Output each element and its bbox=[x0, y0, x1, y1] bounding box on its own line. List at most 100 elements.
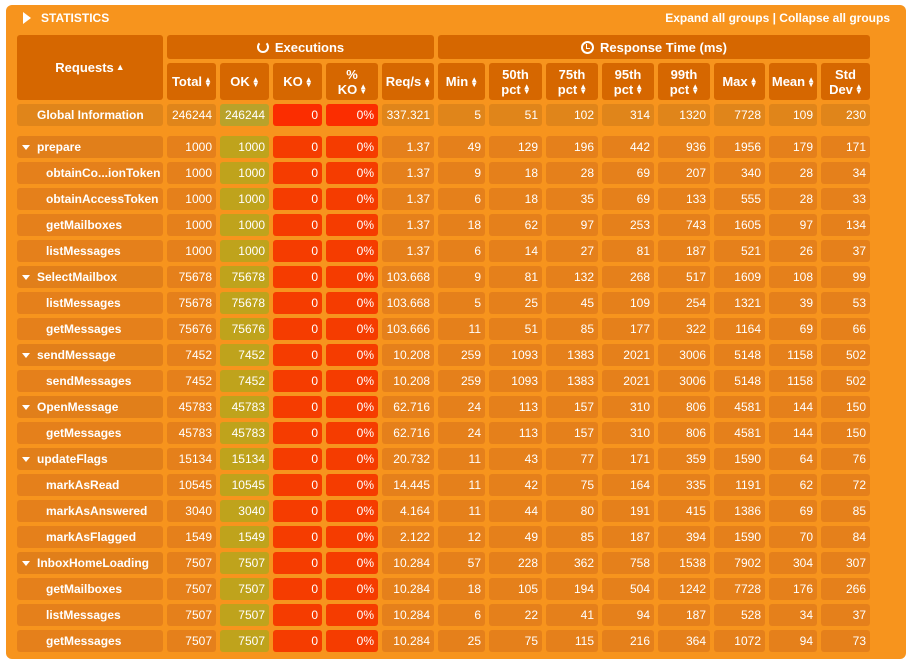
cell-p50: 51 bbox=[489, 104, 542, 126]
group-row[interactable]: InboxHomeLoading 7507 7507 0 0% 10.284 57 228 36… bbox=[17, 552, 870, 574]
caret-down-icon[interactable] bbox=[22, 352, 30, 358]
cell-max: 7728 bbox=[714, 104, 765, 126]
cell-ok: 15134 bbox=[220, 448, 269, 470]
caret-down-icon[interactable] bbox=[22, 456, 30, 462]
group-header-row: Requests ▲ Executions Response Time (ms) bbox=[17, 35, 870, 100]
cell-reqs: 1.37 bbox=[382, 240, 434, 262]
cell-std-dev: 53 bbox=[821, 292, 870, 314]
column-header-p95[interactable]: 95th pct ▲ ▼ bbox=[602, 63, 654, 100]
cell-reqs: 1.37 bbox=[382, 162, 434, 184]
cell-total: 1000 bbox=[167, 240, 216, 262]
cell-reqs: 1.37 bbox=[382, 214, 434, 236]
caret-down-icon[interactable] bbox=[22, 144, 30, 150]
column-header-min[interactable]: Min ▲ ▼ bbox=[438, 63, 485, 100]
caret-down-icon[interactable] bbox=[22, 274, 30, 280]
cell-max: 528 bbox=[714, 604, 765, 626]
caret-down-icon[interactable] bbox=[22, 560, 30, 566]
column-header-std-dev[interactable]: Std Dev ▲ ▼ bbox=[821, 63, 870, 100]
cell-min: 6 bbox=[438, 604, 485, 626]
cell-min: 6 bbox=[438, 240, 485, 262]
column-header-ko[interactable]: KO ▲ ▼ bbox=[273, 63, 322, 100]
cell-p99: 415 bbox=[658, 500, 710, 522]
column-header-p99[interactable]: 99th pct ▲ ▼ bbox=[658, 63, 710, 100]
cell-pct-ko: 0% bbox=[326, 104, 378, 126]
cell-ok: 7452 bbox=[220, 344, 269, 366]
cell-reqs: 10.284 bbox=[382, 578, 434, 600]
cell-min: 11 bbox=[438, 448, 485, 470]
cell-std-dev: 502 bbox=[821, 344, 870, 366]
statistics-title[interactable]: STATISTICS bbox=[41, 11, 110, 25]
cell-total: 1549 bbox=[167, 526, 216, 548]
cell-ko: 0 bbox=[273, 318, 322, 340]
cell-mean: 1158 bbox=[769, 344, 817, 366]
cell-p99: 517 bbox=[658, 266, 710, 288]
group-name[interactable]: sendMessage bbox=[17, 344, 163, 366]
cell-ko: 0 bbox=[273, 500, 322, 522]
row-label: prepare bbox=[37, 140, 82, 154]
column-header-p75[interactable]: 75th pct ▲ ▼ bbox=[546, 63, 598, 100]
cell-pct-ko: 0% bbox=[326, 604, 378, 626]
column-header-reqs[interactable]: Req/s ▲ ▼ bbox=[382, 63, 434, 100]
cell-ko: 0 bbox=[273, 136, 322, 158]
cell-p75: 28 bbox=[546, 162, 598, 184]
group-name[interactable]: SelectMailbox bbox=[17, 266, 163, 288]
links-separator: | bbox=[769, 11, 780, 25]
request-row: getMessages 45783 45783 0 0% 62.716 24 113 157 31… bbox=[17, 422, 870, 444]
request-name: listMessages bbox=[17, 604, 163, 626]
cell-p75: 75 bbox=[546, 474, 598, 496]
caret-down-icon[interactable] bbox=[22, 404, 30, 410]
caret-right-icon[interactable] bbox=[23, 12, 31, 24]
cell-ko: 0 bbox=[273, 214, 322, 236]
cell-reqs: 2.122 bbox=[382, 526, 434, 548]
cell-reqs: 10.284 bbox=[382, 630, 434, 652]
cell-total: 3040 bbox=[167, 500, 216, 522]
sort-icon: ▲ ▼ bbox=[522, 82, 531, 97]
collapse-all-groups-link[interactable]: Collapse all groups bbox=[779, 11, 890, 25]
cell-max: 1321 bbox=[714, 292, 765, 314]
cell-p50: 75 bbox=[489, 630, 542, 652]
request-name: markAsFlagged bbox=[17, 526, 163, 548]
cell-p95: 171 bbox=[602, 448, 654, 470]
cell-std-dev: 84 bbox=[821, 526, 870, 548]
cell-ko: 0 bbox=[273, 240, 322, 262]
cell-p50: 1093 bbox=[489, 344, 542, 366]
group-name[interactable]: OpenMessage bbox=[17, 396, 163, 418]
column-header-max[interactable]: Max ▲ ▼ bbox=[714, 63, 765, 100]
column-header-mean[interactable]: Mean ▲ ▼ bbox=[769, 63, 817, 100]
cell-mean: 109 bbox=[769, 104, 817, 126]
group-toggle-links: Expand all groups | Collapse all groups bbox=[665, 11, 890, 25]
cell-total: 1000 bbox=[167, 162, 216, 184]
request-row: sendMessages 7452 7452 0 0% 10.208 259 1093 1383… bbox=[17, 370, 870, 392]
cell-p75: 41 bbox=[546, 604, 598, 626]
column-label-p95-2: pct bbox=[613, 81, 634, 97]
column-label-max: Max bbox=[722, 74, 748, 89]
group-name[interactable]: prepare bbox=[17, 136, 163, 158]
group-row[interactable]: updateFlags 15134 15134 0 0% 20.732 11 43 77 171 3… bbox=[17, 448, 870, 470]
cell-p50: 44 bbox=[489, 500, 542, 522]
cell-ko: 0 bbox=[273, 552, 322, 574]
cell-max: 1605 bbox=[714, 214, 765, 236]
column-header-p50[interactable]: 50th pct ▲ ▼ bbox=[489, 63, 542, 100]
group-name[interactable]: InboxHomeLoading bbox=[17, 552, 163, 574]
cell-mean: 70 bbox=[769, 526, 817, 548]
column-header-ok[interactable]: OK ▲ ▼ bbox=[220, 63, 269, 100]
column-header-total[interactable]: Total ▲ ▼ bbox=[167, 63, 216, 100]
group-row[interactable]: prepare 1000 1000 0 0% 1.37 49 129 196 442 936 1956… bbox=[17, 136, 870, 158]
group-name[interactable]: updateFlags bbox=[17, 448, 163, 470]
cell-ko: 0 bbox=[273, 422, 322, 444]
cell-pct-ko: 0% bbox=[326, 162, 378, 184]
cell-p75: 102 bbox=[546, 104, 598, 126]
column-header-requests[interactable]: Requests ▲ bbox=[17, 35, 163, 100]
group-row[interactable]: OpenMessage 45783 45783 0 0% 62.716 24 113 157 31… bbox=[17, 396, 870, 418]
cell-p75: 85 bbox=[546, 318, 598, 340]
group-row[interactable]: SelectMailbox 75678 75678 0 0% 103.668 9 81 132 2… bbox=[17, 266, 870, 288]
expand-all-groups-link[interactable]: Expand all groups bbox=[665, 11, 770, 25]
global-information-row: Global Information 246244 246244 0 0% 33… bbox=[17, 104, 870, 126]
cell-ok: 246244 bbox=[220, 104, 269, 126]
group-row[interactable]: sendMessage 7452 7452 0 0% 10.208 259 1093 1383 2… bbox=[17, 344, 870, 366]
cell-p75: 157 bbox=[546, 422, 598, 444]
cell-min: 5 bbox=[438, 104, 485, 126]
request-name: obtainAccessToken bbox=[17, 188, 163, 210]
cell-reqs: 10.208 bbox=[382, 344, 434, 366]
column-header-pct-ko[interactable]: % KO ▲ ▼ bbox=[326, 63, 378, 100]
